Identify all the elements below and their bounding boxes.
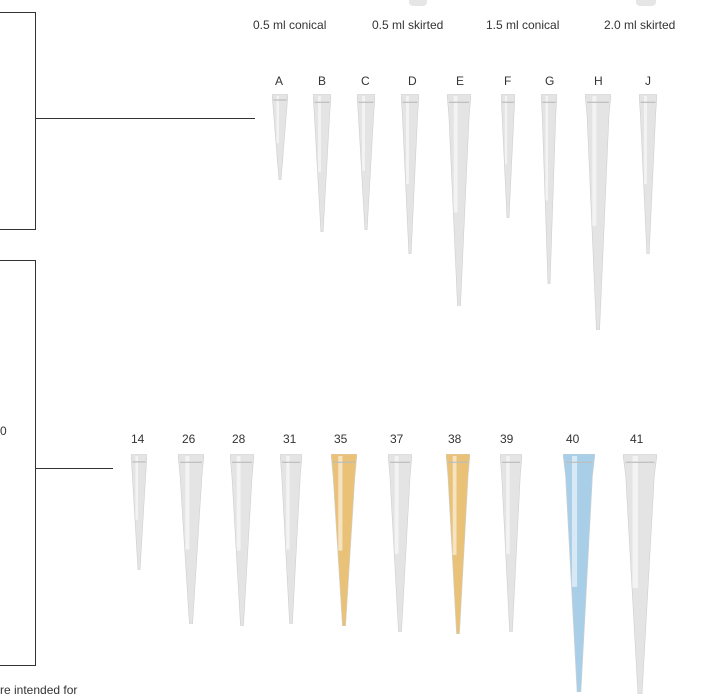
upper-tip-label-D: D	[408, 74, 417, 88]
upper-tip-A	[272, 94, 288, 180]
lower-tip-label-41: 41	[630, 432, 644, 446]
lower-bracket	[0, 260, 36, 666]
upper-tip-label-A: A	[275, 74, 284, 88]
upper-tip-label-H: H	[594, 74, 603, 88]
upper-tip-label-C: C	[361, 74, 370, 88]
tube-cap-2.0-skirted	[636, 0, 656, 6]
tube-label-1: 0.5 ml skirted	[372, 18, 444, 32]
upper-tip-G	[541, 94, 557, 284]
lower-tip-label-40: 40	[566, 432, 580, 446]
lower-tip-label-31: 31	[283, 432, 297, 446]
upper-tip-label-F: F	[504, 74, 512, 88]
lower-tip-31	[280, 454, 302, 624]
lower-tip-label-39: 39	[500, 432, 514, 446]
lower-tip-label-38: 38	[448, 432, 462, 446]
lower-tip-41	[623, 454, 657, 694]
upper-tip-label-E: E	[456, 74, 465, 88]
tube-cap-0.5-skirted	[409, 0, 427, 6]
tube-label-3: 2.0 ml skirted	[604, 18, 676, 32]
upper-tip-F	[501, 94, 515, 218]
upper-leader-line	[35, 118, 255, 119]
lower-tip-26	[178, 454, 204, 624]
lower-tip-14	[131, 454, 147, 570]
lower-tip-label-26: 26	[182, 432, 196, 446]
footer-text: re intended for	[0, 683, 78, 697]
lower-tip-38	[446, 454, 470, 634]
upper-tip-C	[357, 94, 375, 230]
upper-tip-label-G: G	[545, 74, 555, 88]
lower-tip-28	[230, 454, 254, 626]
upper-tip-label-B: B	[318, 74, 327, 88]
upper-tip-B	[313, 94, 331, 232]
edge-character: 0	[0, 424, 7, 438]
lower-tip-label-14: 14	[131, 432, 145, 446]
lower-tip-37	[388, 454, 412, 632]
upper-tip-E	[447, 94, 471, 306]
lower-tip-label-37: 37	[390, 432, 404, 446]
upper-bracket	[0, 12, 36, 230]
upper-tip-H	[585, 94, 611, 330]
lower-tip-label-28: 28	[232, 432, 246, 446]
lower-tip-39	[500, 454, 522, 632]
lower-tip-35	[331, 454, 357, 626]
lower-tip-label-35: 35	[334, 432, 348, 446]
upper-tip-D	[401, 94, 419, 254]
tube-label-0: 0.5 ml conical	[253, 18, 327, 32]
upper-tip-label-J: J	[645, 74, 651, 88]
upper-tip-J	[639, 94, 657, 254]
lower-leader-line	[35, 468, 113, 469]
lower-tip-40	[563, 454, 595, 692]
tube-label-2: 1.5 ml conical	[486, 18, 560, 32]
